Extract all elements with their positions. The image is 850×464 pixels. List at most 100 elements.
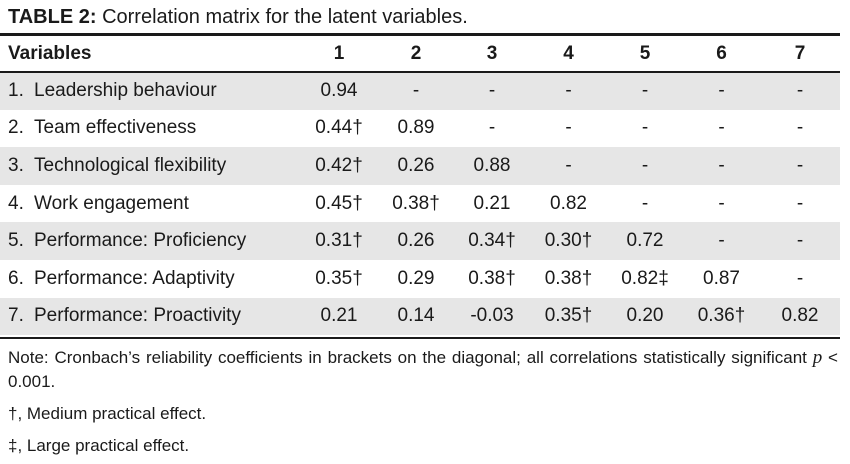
table-cell: 0.29 — [397, 267, 435, 289]
variable-cell: 3. Technological flexibility — [0, 147, 300, 185]
variable-number: 2. — [8, 117, 24, 139]
table-cell: - — [796, 117, 804, 139]
table-row: 7. Performance: Proactivity 0.21 0.14 -0.… — [0, 297, 840, 336]
table-cell: 0.82 — [550, 192, 587, 214]
variable-cell: 4. Work engagement — [0, 185, 300, 223]
table-cell: 0.45† — [315, 192, 363, 214]
table-top-rule — [0, 33, 840, 36]
table-cell: 0.38† — [468, 267, 516, 289]
variable-name: Performance: Proactivity — [34, 305, 241, 327]
table-cell: - — [565, 79, 572, 101]
variable-cell: 2. Team effectiveness — [0, 110, 300, 148]
table-header-rule — [0, 71, 840, 73]
table-cell: - — [718, 192, 725, 214]
header-col-4: 4 — [563, 43, 574, 64]
note-main: Note: Cronbach’s reliability coefficient… — [8, 346, 838, 394]
table-cell: 0.20 — [626, 305, 664, 327]
table-cell: - — [796, 79, 804, 101]
header-col-3: 3 — [486, 43, 498, 64]
table-cell: 0.31† — [315, 230, 363, 252]
variable-number: 1. — [8, 79, 24, 101]
header-col-2: 2 — [410, 43, 422, 64]
table-caption-label: TABLE 2: — [8, 6, 97, 28]
variable-number: 4. — [8, 192, 24, 214]
header-col-5: 5 — [639, 43, 651, 64]
table-row: 3. Technological flexibility 0.42† 0.26 0… — [0, 147, 840, 185]
table-cell: - — [718, 117, 725, 139]
table-row: 5. Performance: Proficiency 0.31† 0.26 0.… — [0, 222, 840, 260]
table-cell: - — [718, 79, 725, 101]
table-cell: 0.34† — [468, 230, 516, 252]
variable-number: 3. — [8, 154, 24, 176]
table-cell: 0.26 — [397, 230, 435, 252]
header-col-1: 1 — [333, 43, 345, 64]
table-cell: 0.94 — [320, 79, 358, 101]
variable-number: 6. — [8, 267, 24, 289]
variable-name: Work engagement — [34, 192, 189, 214]
table-row: 1. Leadership behaviour 0.94 - - - - - - — [0, 72, 840, 110]
table-caption-text: Correlation matrix for the latent variab… — [96, 6, 468, 28]
note-large-effect: ‡, Large practical effect. — [8, 436, 190, 455]
table-cell: - — [718, 154, 725, 176]
variable-cell: 6. Performance: Adaptivity — [0, 260, 300, 298]
variable-cell: 1. Leadership behaviour — [0, 72, 300, 110]
table-cell: - — [641, 192, 649, 214]
variable-cell: 7. Performance: Proactivity — [0, 298, 300, 336]
header-variables: Variables — [8, 43, 92, 64]
variable-cell: 5. Performance: Proficiency — [0, 222, 300, 260]
table-cell: 0.35† — [544, 305, 593, 327]
table-cell: - — [796, 192, 804, 214]
variable-number: 5. — [8, 230, 24, 252]
variable-name: Performance: Adaptivity — [34, 267, 235, 289]
note-medium-effect: †, Medium practical effect. — [8, 404, 207, 423]
table-caption: TABLE 2: Correlation matrix for the late… — [8, 4, 468, 30]
table-cell: - — [796, 154, 804, 176]
table-row: 2. Team effectiveness 0.44† 0.89 - - - - … — [0, 110, 840, 148]
table-cell: 0.14 — [397, 305, 435, 327]
variable-name: Team effectiveness — [34, 117, 197, 139]
table-cell: 0.21 — [473, 192, 511, 214]
table-cell: 0.38† — [544, 267, 593, 289]
table-cell: - — [412, 79, 420, 101]
table-cell: 0.88 — [473, 154, 511, 176]
table-cell: 0.82‡ — [621, 267, 669, 289]
table-cell: - — [641, 154, 649, 176]
note-main-prefix: Note: Cronbach’s reliability coefficient… — [8, 348, 813, 367]
table-cell: 0.44† — [315, 117, 363, 139]
table-cell: - — [488, 79, 496, 101]
table-cell: 0.21 — [320, 305, 358, 327]
table-cell: - — [796, 230, 804, 252]
table-notes: Note: Cronbach’s reliability coefficient… — [8, 346, 838, 458]
variable-name: Performance: Proficiency — [34, 230, 247, 252]
table-cell: 0.38† — [392, 192, 440, 214]
correlation-table: Variables 1 2 3 4 5 6 7 1. Leadership beh… — [0, 36, 840, 336]
note-p-symbol: p — [812, 347, 823, 368]
table-cell: 0.42† — [315, 154, 363, 176]
header-col-7: 7 — [794, 43, 806, 64]
table-cell: 0.89 — [397, 117, 435, 139]
table-row: 6. Performance: Adaptivity 0.35† 0.29 0.3… — [0, 260, 840, 298]
table-bottom-rule — [0, 337, 840, 339]
table-row: 4. Work engagement 0.45† 0.38† 0.21 0.82 … — [0, 185, 840, 223]
variable-name: Technological flexibility — [34, 154, 227, 176]
table-cell: - — [565, 154, 572, 176]
table-cell: -0.03 — [470, 305, 514, 327]
variable-name: Leadership behaviour — [34, 79, 217, 101]
table-cell: 0.30† — [544, 230, 593, 252]
header-row: Variables 1 2 3 4 5 6 7 — [0, 36, 840, 72]
table-cell: 0.36† — [697, 305, 746, 327]
table-cell: - — [641, 117, 649, 139]
table-cell: - — [488, 117, 496, 139]
table-cell: - — [718, 230, 725, 252]
table-cell: - — [641, 79, 649, 101]
table-cell: 0.35† — [315, 267, 363, 289]
table-cell: 0.82 — [781, 305, 819, 327]
table-cell: - — [565, 117, 572, 139]
note-main-suffix: < 0.001. — [8, 348, 838, 391]
table-cell: 0.72 — [626, 230, 664, 252]
table-cell: - — [796, 267, 804, 289]
table-cell: 0.87 — [703, 267, 740, 289]
table-cell: 0.26 — [397, 154, 435, 176]
variable-number: 7. — [8, 305, 24, 327]
header-col-6: 6 — [716, 43, 727, 64]
